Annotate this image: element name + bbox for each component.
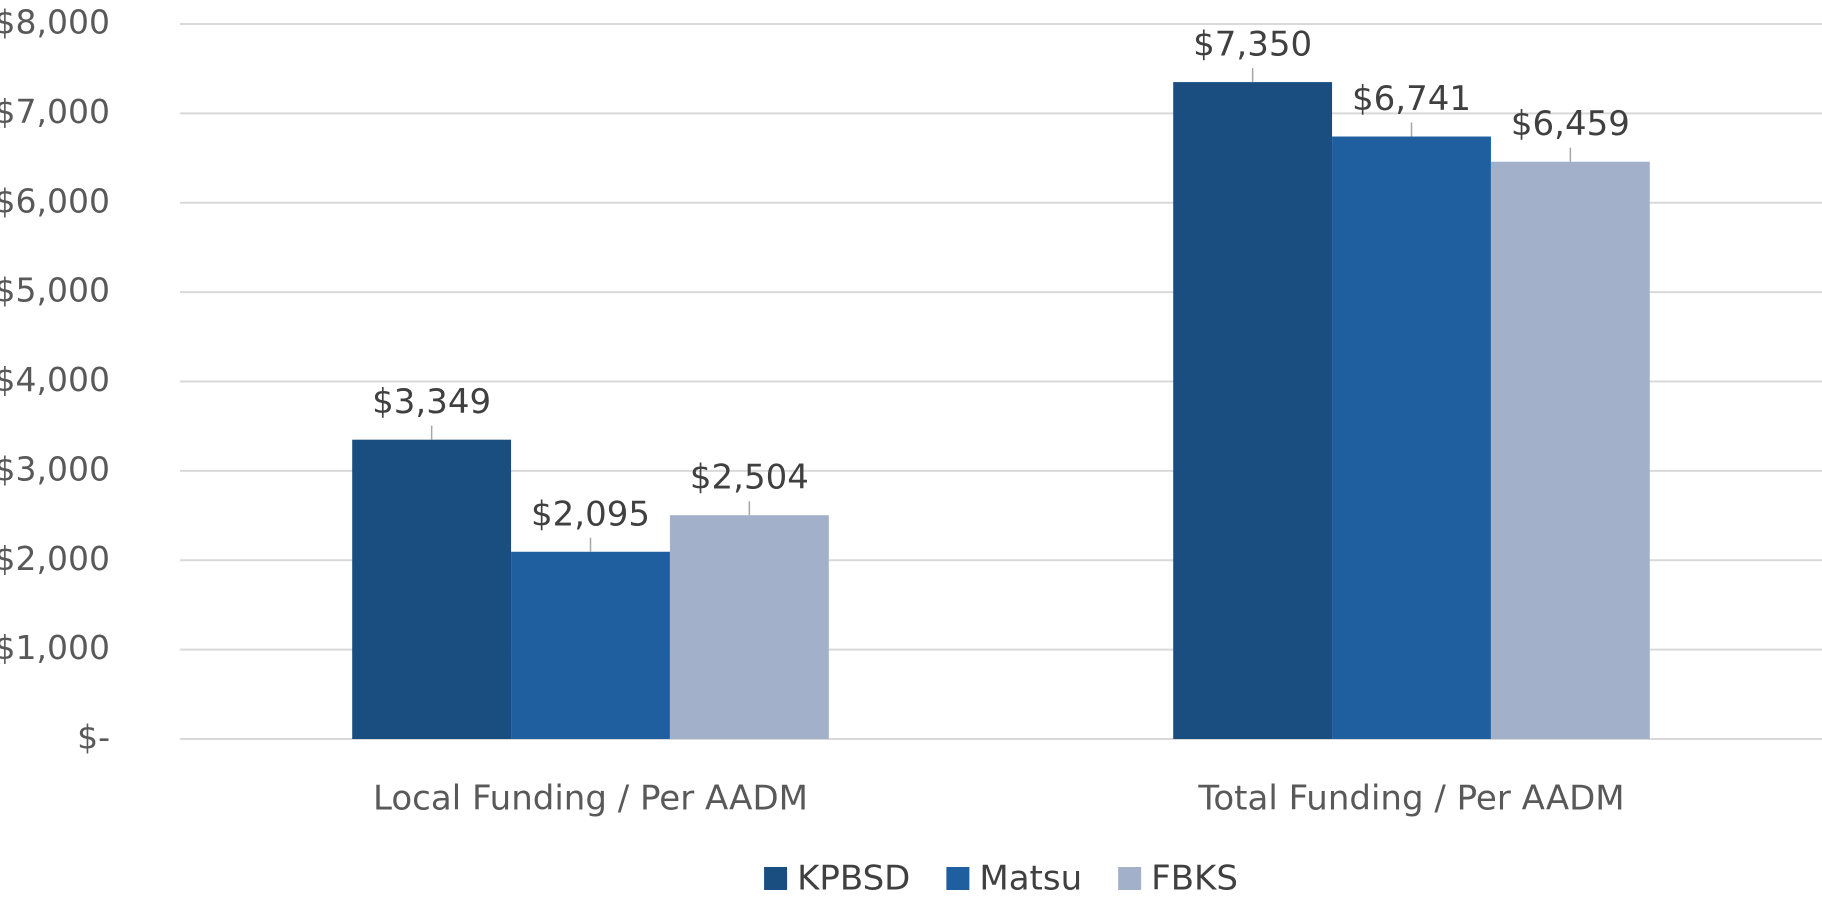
bar — [352, 439, 512, 739]
data-label: $6,459 — [1511, 104, 1630, 144]
y-tick-label: $2,000 — [0, 539, 110, 578]
bar — [511, 551, 670, 739]
data-label: $2,504 — [690, 458, 809, 498]
bar — [1332, 136, 1491, 739]
bar — [1490, 161, 1650, 739]
x-tick-label: Local Funding / Per AADM — [373, 779, 808, 819]
legend-swatch — [1118, 867, 1142, 890]
y-tick-label: $6,000 — [0, 181, 110, 220]
y-tick-label: $4,000 — [0, 360, 110, 399]
y-tick-label: $- — [77, 718, 110, 757]
legend-label: KPBSD — [797, 859, 910, 898]
data-label: $6,741 — [1352, 79, 1471, 119]
legend-label: FBKS — [1151, 859, 1238, 898]
y-tick-label: $8,000 — [0, 3, 110, 42]
bar — [669, 515, 829, 739]
data-label: $2,095 — [531, 494, 650, 534]
y-tick-label: $3,000 — [0, 449, 110, 488]
legend-label: Matsu — [979, 859, 1082, 898]
y-tick-label: $5,000 — [0, 271, 110, 310]
data-label: $3,349 — [372, 382, 491, 422]
legend-swatch — [764, 867, 788, 890]
y-tick-label: $1,000 — [0, 628, 110, 667]
x-tick-label: Total Funding / Per AADM — [1197, 779, 1624, 819]
data-label: $7,350 — [1193, 25, 1312, 65]
y-tick-label: $7,000 — [0, 92, 110, 131]
bar — [1173, 82, 1333, 739]
legend-swatch — [946, 867, 970, 890]
